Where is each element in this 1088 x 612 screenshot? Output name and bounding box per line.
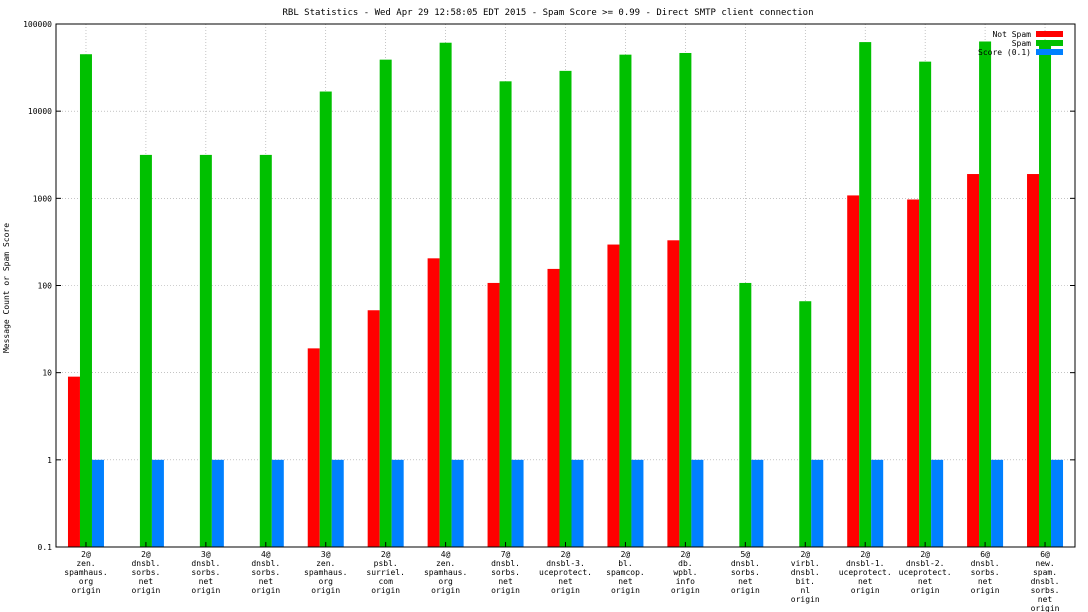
x-tick-label: 2@ zen. spamhaus. org origin — [64, 550, 107, 595]
bar-spam — [919, 61, 932, 547]
bar-spam — [619, 54, 632, 548]
bar-spam — [379, 59, 392, 547]
bar-score-0-1- — [391, 459, 404, 547]
bar-score-0-1- — [811, 459, 824, 547]
x-tick-label: 6@ new. spam. dnsbl. sorbs. net origin — [1031, 550, 1060, 612]
x-tick-label: 5@ dnsbl. sorbs. net origin — [731, 550, 760, 595]
x-tick-label: 2@ dnsbl. sorbs. net origin — [131, 550, 160, 595]
bar-not-spam — [427, 258, 440, 547]
x-tick-label: 2@ db. wpbl. info origin — [671, 550, 700, 595]
bar-score-0-1- — [511, 459, 524, 547]
bar-not-spam — [967, 174, 980, 547]
bar-score-0-1- — [211, 459, 224, 547]
y-tick-label: 0.1 — [38, 543, 53, 552]
bar-not-spam — [547, 268, 560, 547]
bar-spam — [139, 154, 152, 547]
bar-spam — [1039, 42, 1052, 547]
x-tick-label: 2@ virbl. dnsbl. bit. nl origin — [791, 550, 820, 604]
bar-spam — [79, 54, 92, 548]
bar-spam — [979, 41, 992, 547]
bar-score-0-1- — [571, 459, 584, 547]
chart-title: RBL Statistics - Wed Apr 29 12:58:05 EDT… — [282, 8, 813, 18]
bar-score-0-1- — [151, 459, 164, 547]
bar-not-spam — [847, 195, 860, 547]
y-tick-labels: 0.1 1 10 100 1000 10000 100000 — [23, 20, 52, 552]
x-tick-label: 4@ zen. spamhaus. org origin — [424, 550, 467, 595]
x-tick-label: 3@ zen. spamhaus. org origin — [304, 550, 347, 595]
x-tick-label: 4@ dnsbl. sorbs. net origin — [251, 550, 280, 595]
bar-score-0-1- — [91, 459, 104, 547]
x-tick-label: 2@ dnsbl-1. uceprotect. net origin — [839, 550, 892, 595]
bar-spam — [559, 70, 572, 548]
bar-not-spam — [907, 199, 920, 548]
y-tick-label: 1000 — [33, 194, 52, 203]
bar-score-0-1- — [631, 459, 644, 547]
x-tick-label: 2@ dnsbl-2. uceprotect. net origin — [899, 550, 952, 595]
legend-swatch — [1036, 40, 1063, 46]
bar-score-0-1- — [1051, 459, 1064, 547]
y-axis-label: Message Count or Spam Score — [2, 223, 11, 353]
legend-label: Spam — [1012, 39, 1031, 48]
bar-spam — [439, 42, 452, 547]
bar-spam — [679, 52, 692, 547]
legend-label: Score (0.1) — [978, 48, 1031, 57]
bar-not-spam — [487, 282, 500, 547]
bar-spam — [739, 282, 752, 547]
bar-spam — [199, 154, 212, 547]
y-tick-label: 1 — [47, 456, 52, 465]
x-tick-label: 2@ dnsbl-3. uceprotect. net origin — [539, 550, 592, 595]
x-tick-label: 2@ bl. spamcop. net origin — [606, 550, 645, 595]
bar-score-0-1- — [451, 459, 464, 547]
bar-score-0-1- — [331, 459, 344, 547]
x-tick-label: 3@ dnsbl. sorbs. net origin — [191, 550, 220, 595]
x-tick-label: 6@ dnsbl. sorbs. net origin — [971, 550, 1000, 595]
legend-label: Not Spam — [992, 30, 1031, 39]
bar-not-spam — [1027, 174, 1040, 547]
bar-score-0-1- — [691, 459, 704, 547]
bar-not-spam — [307, 348, 320, 547]
bar-spam — [259, 154, 272, 547]
bars — [67, 41, 1064, 548]
y-tick-label: 100000 — [23, 20, 52, 29]
bar-score-0-1- — [991, 459, 1004, 547]
bar-not-spam — [67, 376, 80, 547]
bar-spam — [859, 42, 872, 547]
bar-score-0-1- — [931, 459, 944, 547]
legend-swatch — [1036, 49, 1063, 55]
bar-not-spam — [367, 310, 380, 547]
bar-spam — [799, 301, 812, 547]
bar-not-spam — [607, 244, 620, 547]
x-tick-label: 7@ dnsbl. sorbs. net origin — [491, 550, 520, 595]
bar-spam — [499, 81, 512, 548]
bar-score-0-1- — [271, 459, 284, 547]
legend-swatch — [1036, 31, 1063, 37]
y-tick-label: 10000 — [28, 107, 52, 116]
bar-score-0-1- — [751, 459, 764, 547]
plot-frame — [55, 23, 1076, 548]
bar-score-0-1- — [871, 459, 884, 547]
bar-spam — [319, 91, 332, 547]
y-tick-label: 100 — [38, 282, 53, 291]
axes — [55, 23, 1076, 548]
bar-not-spam — [667, 240, 680, 548]
y-tick-label: 10 — [42, 369, 52, 378]
x-tick-label: 2@ psbl. surriel. com origin — [366, 550, 405, 595]
x-tick-labels: 2@ zen. spamhaus. org origin 2@ dnsbl. sorbs. ne… — [64, 550, 1059, 612]
